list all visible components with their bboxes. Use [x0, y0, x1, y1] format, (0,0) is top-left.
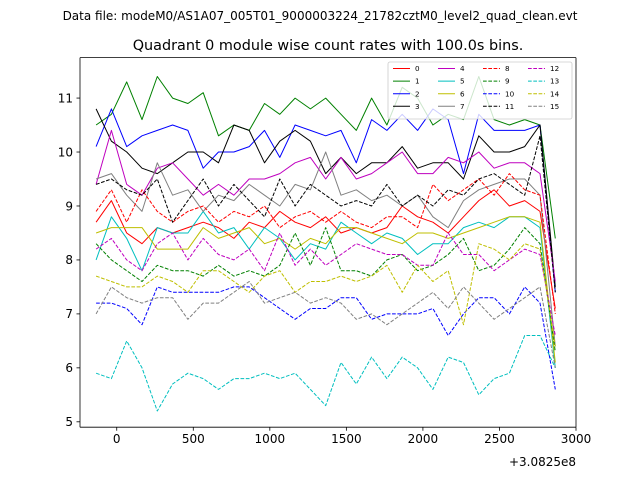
- series-line-9: [95, 227, 556, 352]
- y-tick-label: 8: [65, 253, 73, 267]
- x-tick-label: 2000: [408, 432, 439, 446]
- series-line-10: [96, 286, 556, 390]
- legend-label-4: 4: [460, 64, 465, 73]
- series-line-12: [95, 232, 556, 336]
- x-tick-label: 500: [182, 432, 205, 446]
- x-tick-label: 1500: [331, 432, 362, 446]
- axes-frame: [79, 57, 577, 428]
- y-tick-label: 10: [58, 145, 73, 159]
- y-tick-label: 7: [65, 307, 73, 321]
- suptitle: Data file: modeM0/AS1A07_005T01_90000032…: [63, 9, 578, 23]
- legend-label-5: 5: [460, 77, 465, 86]
- legend-label-2: 2: [415, 89, 420, 98]
- legend-label-11: 11: [505, 102, 514, 111]
- legend-label-13: 13: [550, 77, 559, 86]
- legend-label-7: 7: [460, 102, 465, 111]
- y-axis-ticks: 5 6 7 8 9 10 11: [58, 91, 80, 429]
- series-line-4: [95, 129, 556, 282]
- series-line-14: [95, 243, 556, 347]
- legend-label-14: 14: [550, 89, 560, 98]
- legend-label-1: 1: [415, 77, 420, 86]
- legend-label-0: 0: [415, 64, 420, 73]
- x-axis-ticks: 0 500 1000 1500 2000 2500 3000: [113, 427, 591, 446]
- series-line-7: [95, 151, 556, 347]
- legend-label-12: 12: [550, 64, 559, 73]
- legend-label-8: 8: [505, 64, 510, 73]
- x-tick-label: 2500: [484, 432, 515, 446]
- y-tick-label: 6: [65, 361, 73, 375]
- x-offset-label: +3.0825e8: [509, 455, 576, 469]
- legend-label-3: 3: [415, 102, 420, 111]
- y-tick-label: 9: [65, 199, 73, 213]
- legend-label-6: 6: [460, 89, 465, 98]
- chart-title: Quadrant 0 module wise count rates with …: [133, 38, 524, 54]
- series-line-11: [95, 135, 556, 293]
- x-tick-label: 3000: [561, 432, 592, 446]
- y-tick-label: 11: [58, 91, 73, 105]
- x-tick-label: 0: [113, 432, 121, 446]
- y-tick-label: 5: [65, 415, 73, 429]
- legend-label-10: 10: [505, 89, 515, 98]
- legend-label-9: 9: [505, 77, 510, 86]
- series-layer: [95, 76, 556, 412]
- x-tick-label: 1000: [255, 432, 286, 446]
- legend-label-15: 15: [550, 102, 559, 111]
- series-line-6: [95, 216, 556, 363]
- series-line-13: [95, 335, 556, 412]
- series-line-15: [95, 281, 556, 368]
- legend-frame: [387, 61, 573, 120]
